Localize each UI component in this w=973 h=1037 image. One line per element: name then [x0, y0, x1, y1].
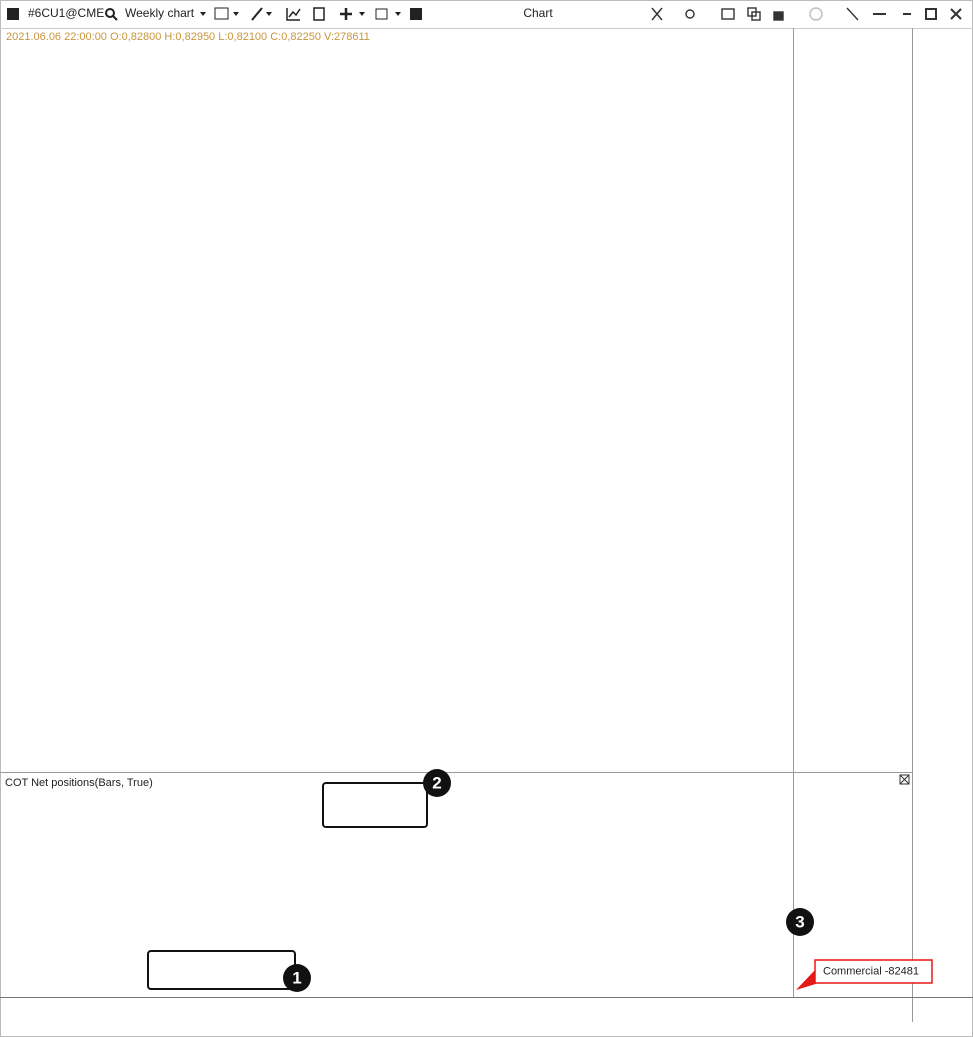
callout-number: 1 [292, 968, 301, 987]
symbol[interactable]: #6CU1@CME [28, 6, 104, 20]
app-icon[interactable] [7, 8, 19, 20]
template-icon[interactable] [313, 7, 325, 21]
callout-number: 3 [795, 912, 804, 931]
highlight-box [322, 782, 428, 828]
layout-icon[interactable] [410, 8, 422, 20]
draw-icon[interactable] [251, 7, 263, 21]
close-button [950, 8, 962, 20]
color-icon[interactable] [809, 7, 823, 21]
tooltip-value: -82481 [885, 965, 919, 977]
indicator-close [899, 774, 910, 785]
chart-type-icon[interactable] [214, 7, 229, 20]
right-tools [651, 7, 962, 21]
dropdown-arrow[interactable] [233, 12, 239, 16]
timeframe[interactable]: Weekly chart [125, 6, 195, 20]
dropdown-arrow[interactable] [200, 12, 206, 16]
callout-number: 2 [432, 773, 441, 792]
indicator-title: COT Net positions(Bars, True) [5, 777, 153, 789]
window-title: Chart [523, 6, 553, 20]
callout-circle [283, 964, 311, 992]
tooltip-text: Commercial -82481 [823, 965, 919, 977]
tool-icon [651, 7, 663, 21]
search-icon[interactable] [105, 8, 115, 18]
indicator-icon[interactable] [286, 8, 300, 21]
toolbar: #6CU1@CME Weekly chart Chart [0, 1, 973, 29]
window-icon[interactable] [375, 8, 388, 20]
lock-icon[interactable] [773, 11, 784, 21]
search-icon [112, 15, 118, 21]
tooltip-series: Commercial [823, 965, 882, 977]
settings-icon[interactable] [846, 7, 859, 21]
link-icon[interactable] [685, 9, 695, 19]
ohlc-header: 2021.06.06 22:00:00 O:0,82800 H:0,82950 … [6, 31, 370, 43]
dropdown-arrow[interactable] [395, 12, 401, 16]
callout-circle [786, 908, 814, 936]
dropdown-arrow[interactable] [266, 12, 272, 16]
maximize-button[interactable] [925, 8, 937, 20]
indicator-icon [288, 8, 301, 18]
tooltip [814, 959, 933, 984]
camera-icon[interactable] [721, 8, 735, 20]
callout-circle [423, 769, 451, 797]
copy-icon [751, 11, 761, 21]
dropdown-arrow[interactable] [359, 12, 365, 16]
